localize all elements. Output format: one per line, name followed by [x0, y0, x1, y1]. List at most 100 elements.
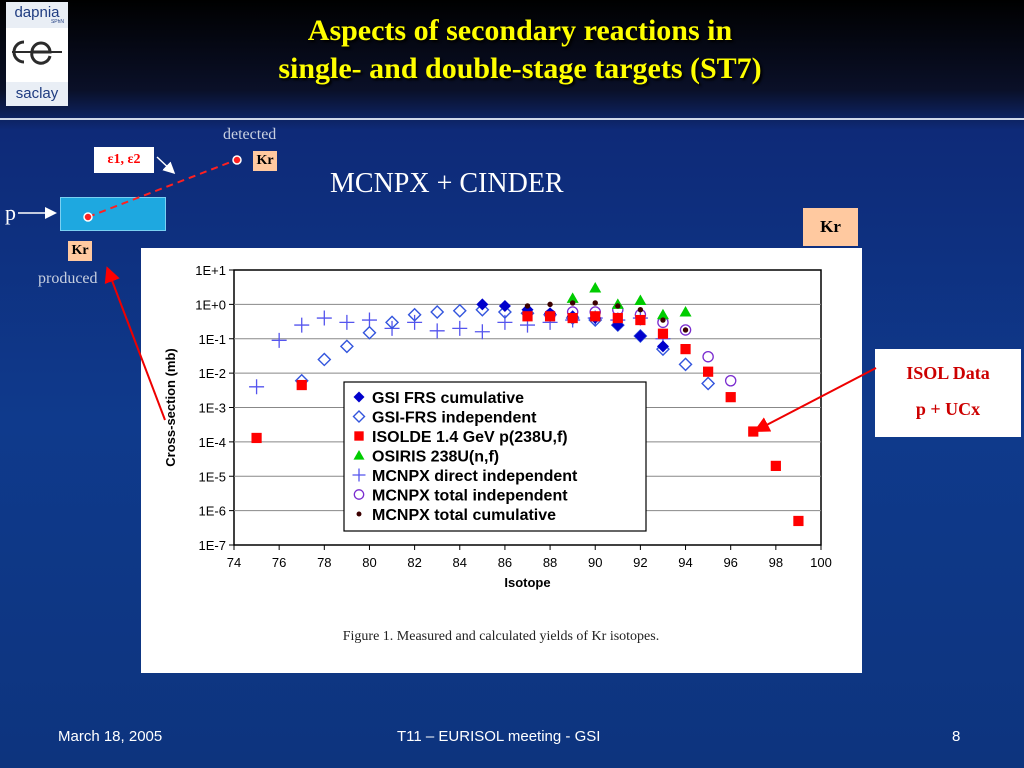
dapnia-saclay-logo: dapnia SPhN saclay: [6, 2, 68, 106]
legend-label: GSI FRS cumulative: [372, 390, 524, 407]
legend-label: MCNPX direct independent: [372, 468, 578, 485]
data-point-square-filled: [635, 314, 646, 326]
x-tick-label: 92: [633, 555, 647, 570]
data-point-circle-filled: [660, 317, 666, 323]
epsilon-box: ε1, ε2: [94, 147, 154, 173]
title-line-1: Aspects of secondary reactions in: [307, 14, 733, 47]
data-point-circle-filled: [592, 300, 598, 306]
legend-label: OSIRIS 238U(n,f): [372, 449, 499, 466]
legend-marker: [352, 468, 366, 482]
data-point-square-filled: [612, 312, 623, 324]
data-point-triangle-filled: [566, 292, 579, 303]
legend-marker: [353, 391, 365, 403]
legend-box: [343, 381, 647, 532]
y-axis-label: Cross-section (mb): [163, 348, 178, 466]
legend-marker: [353, 450, 365, 460]
legend-marker: [352, 410, 366, 423]
x-tick-label: 88: [543, 555, 557, 570]
data-point-plus: [294, 317, 310, 333]
data-point-circle-filled: [682, 327, 689, 333]
data-point-square-filled: [544, 311, 556, 322]
slide-title: Aspects of secondary reactions in single…: [140, 12, 900, 88]
data-point-square-filled: [793, 515, 804, 527]
data-point-diamond-open: [497, 305, 512, 319]
data-point-square-filled: [748, 426, 759, 437]
data-point-triangle-filled: [679, 306, 692, 317]
data-point-plus: [361, 312, 377, 328]
data-point-diamond-open: [407, 307, 422, 322]
data-point-diamond-filled: [656, 340, 669, 353]
data-point-diamond-open: [701, 376, 716, 391]
data-point-diamond-open: [475, 302, 490, 317]
method-label: MCNPX + CINDER: [330, 168, 564, 199]
logo-dapnia-text: dapnia: [6, 2, 68, 28]
data-point-diamond-filled: [476, 298, 489, 311]
data-point-diamond-open: [339, 339, 354, 354]
y-tick-label: 1E-2: [199, 366, 226, 381]
kr-detected-box: Kr: [253, 151, 277, 171]
epsilon-pointer: [156, 156, 176, 175]
cea-logo-mark: [12, 40, 62, 65]
detection-point: [232, 155, 242, 165]
figure-caption: Figure 1. Measured and calculated yields…: [343, 629, 659, 644]
data-point-square-filled: [680, 343, 691, 355]
data-point-plus: [407, 314, 423, 330]
data-point-plus: [316, 310, 332, 326]
data-point-square-filled: [770, 460, 781, 472]
data-point-circle-filled: [524, 303, 531, 309]
y-tick-label: 1E+0: [195, 297, 226, 312]
data-point-square-filled: [296, 379, 307, 391]
data-point-square-filled: [567, 312, 578, 324]
data-point-square-filled: [590, 311, 601, 322]
x-tick-label: 74: [227, 555, 241, 570]
data-point-plus: [339, 314, 355, 330]
data-point-circle-filled: [637, 306, 644, 313]
data-point-square-filled: [725, 392, 736, 403]
y-tick-label: 1E+1: [195, 263, 226, 278]
data-point-diamond-open: [678, 357, 693, 372]
x-tick-label: 84: [453, 555, 467, 570]
legend-marker: [354, 431, 364, 441]
x-axis-label: Isotope: [504, 575, 550, 590]
y-tick-label: 1E-4: [199, 435, 226, 450]
isol-data-box: ISOL Data p + UCx: [875, 349, 1021, 437]
isol-line-2: p + UCx: [915, 399, 981, 419]
data-point-circle-open: [724, 375, 737, 387]
x-tick-label: 76: [272, 555, 286, 570]
data-point-square-filled: [657, 328, 669, 339]
footer-center: T11 – EURISOL meeting - GSI: [397, 728, 601, 745]
legend-label: MCNPX total independent: [372, 488, 568, 505]
data-point-plus: [249, 379, 265, 395]
data-point-diamond-open: [317, 352, 332, 367]
data-point-diamond-open: [385, 315, 400, 330]
legend-label: MCNPX total cumulative: [372, 507, 556, 524]
data-point-plus: [429, 323, 445, 339]
data-point-triangle-filled: [589, 281, 602, 293]
footer-date: March 18, 2005: [58, 728, 163, 745]
data-point-diamond-open: [362, 325, 377, 340]
proton-label: p: [5, 200, 16, 225]
legend-label: ISOLDE 1.4 GeV p(238U,f): [372, 429, 568, 446]
data-point-circle-open: [702, 350, 714, 363]
legend-marker: [353, 489, 365, 500]
data-point-plus: [452, 320, 468, 336]
data-point-diamond-filled: [498, 299, 511, 312]
data-point-diamond-open: [430, 305, 445, 319]
x-tick-label: 78: [317, 555, 331, 570]
y-tick-label: 1E-3: [199, 401, 226, 416]
y-tick-label: 1E-5: [199, 469, 226, 484]
target-block: [60, 197, 166, 231]
x-tick-label: 86: [498, 555, 512, 570]
data-point-square-filled: [703, 366, 714, 377]
detected-label: detected: [223, 126, 277, 143]
data-point-plus: [474, 324, 490, 340]
footer-page-number: 8: [952, 728, 961, 745]
kr-produced-box: Kr: [68, 241, 92, 261]
chart-panel: 1E+1 1E+0 1E-1 1E-2 1E-3 1E-4 1E-5 1E-6 1E-7 74 76…: [141, 248, 862, 673]
kr-side-label: Kr: [803, 208, 858, 246]
x-tick-label: 82: [407, 555, 421, 570]
data-point-triangle-filled: [656, 308, 669, 320]
data-point-diamond-filled: [634, 330, 647, 343]
data-point-square-filled: [522, 311, 533, 322]
x-tick-label: 94: [678, 555, 692, 570]
